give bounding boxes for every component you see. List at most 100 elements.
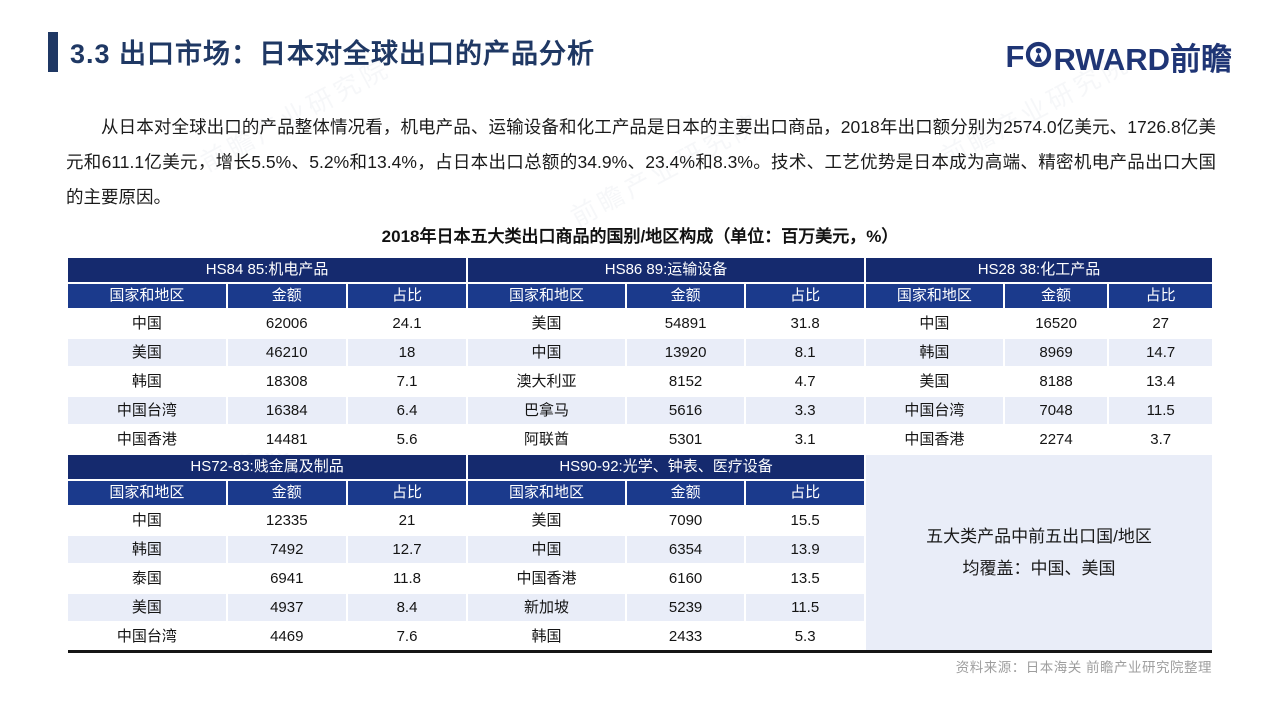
amount-cell: 46210	[227, 339, 346, 366]
share-cell: 3.3	[746, 397, 864, 424]
amount-cell: 8969	[1004, 339, 1108, 366]
amount-cell: 62006	[227, 310, 346, 337]
amount-cell: 2433	[626, 623, 745, 650]
country-cell: 美国	[468, 310, 625, 337]
share-cell: 8.1	[746, 339, 864, 366]
title-accent-bar	[48, 32, 58, 72]
table-title: 2018年日本五大类出口商品的国别/地区构成（单位：百万美元，%）	[381, 227, 899, 246]
column-header: 金额	[227, 284, 346, 308]
country-cell: 中国台湾	[865, 397, 1003, 424]
column-header: 国家和地区	[865, 284, 1003, 308]
country-cell: 中国台湾	[68, 623, 226, 650]
amount-cell: 2274	[1004, 426, 1108, 453]
amount-cell: 16384	[227, 397, 346, 424]
data-source: 资料来源：日本海关 前瞻产业研究院整理	[955, 660, 1212, 675]
share-cell: 7.6	[347, 623, 467, 650]
note-line-1: 五大类产品中前五出口国/地区	[926, 526, 1152, 546]
amount-cell: 4469	[227, 623, 346, 650]
table-section: HS72-83:贱金属及制品 国家和地区 金额 占比 中国 12335 21 韩国 7492 12…	[68, 455, 467, 650]
table-section: HS86 89:运输设备 国家和地区 金额 占比美国 54891 31.8 中国 13920 8…	[468, 258, 864, 453]
country-cell: 韩国	[68, 536, 226, 563]
amount-cell: 5239	[626, 594, 745, 621]
country-cell: 美国	[865, 368, 1003, 395]
country-cell: 韩国	[865, 339, 1003, 366]
column-header: 国家和地区	[468, 481, 625, 505]
logo-text-left: F	[1005, 38, 1025, 74]
country-cell: 中国	[468, 536, 625, 563]
share-cell: 3.7	[1109, 426, 1212, 453]
share-cell: 5.6	[347, 426, 467, 453]
share-cell: 11.8	[347, 565, 467, 592]
amount-cell: 7090	[626, 507, 745, 534]
table-band-bottom: HS72-83:贱金属及制品 国家和地区 金额 占比 中国 12335 21 韩国 7492 12…	[68, 455, 1212, 653]
country-cell: 美国	[68, 594, 226, 621]
amount-cell: 7048	[1004, 397, 1108, 424]
amount-cell: 6354	[626, 536, 745, 563]
amount-cell: 13920	[626, 339, 745, 366]
share-cell: 4.7	[746, 368, 864, 395]
amount-cell: 12335	[227, 507, 346, 534]
summary-paragraph: 从日本对全球出口的产品整体情况看，机电产品、运输设备和化工产品是日本的主要出口商…	[66, 117, 1216, 207]
amount-cell: 4937	[227, 594, 346, 621]
table-section: HS90-92:光学、钟表、医疗设备 国家和地区 金额 占比美国 7090 15.5 中国 6…	[468, 455, 864, 650]
share-cell: 21	[347, 507, 467, 534]
share-cell: 11.5	[1109, 397, 1212, 424]
share-cell: 31.8	[746, 310, 864, 337]
country-cell: 中国香港	[68, 426, 226, 453]
page-title: 3.3 出口市场：日本对全球出口的产品分析	[70, 39, 596, 69]
share-cell: 15.5	[746, 507, 864, 534]
share-cell: 14.7	[1109, 339, 1212, 366]
amount-cell: 7492	[227, 536, 346, 563]
share-cell: 12.7	[347, 536, 467, 563]
section-header: HS28 38:化工产品	[865, 258, 1212, 282]
amount-cell: 5301	[626, 426, 745, 453]
country-cell: 中国香港	[865, 426, 1003, 453]
country-cell: 中国香港	[468, 565, 625, 592]
amount-cell: 8152	[626, 368, 745, 395]
country-cell: 美国	[68, 339, 226, 366]
table-section: HS28 38:化工产品 国家和地区 金额 占比中国 16520 27 韩国 8969 14.7…	[865, 258, 1212, 453]
country-cell: 中国	[68, 507, 226, 534]
forward-logo: F RWARD前瞻	[1006, 34, 1232, 79]
column-header: 金额	[626, 284, 745, 308]
column-header: 占比	[1109, 284, 1212, 308]
share-cell: 13.4	[1109, 368, 1212, 395]
amount-cell: 18308	[227, 368, 346, 395]
column-header: 国家和地区	[68, 284, 226, 308]
share-cell: 24.1	[347, 310, 467, 337]
country-cell: 美国	[468, 507, 625, 534]
column-header: 金额	[227, 481, 346, 505]
logo-text-right: RWARD前瞻	[1053, 42, 1232, 77]
export-table: HS84 85:机电产品 国家和地区 金额 占比 中国 62006 24.1 美国 46210 1…	[68, 258, 1212, 653]
amount-cell: 16520	[1004, 310, 1108, 337]
column-header: 国家和地区	[468, 284, 625, 308]
column-header: 占比	[347, 284, 467, 308]
section-header: HS90-92:光学、钟表、医疗设备	[468, 455, 864, 479]
column-header: 占比	[746, 284, 864, 308]
share-cell: 27	[1109, 310, 1212, 337]
section-header: HS86 89:运输设备	[468, 258, 864, 282]
country-cell: 泰国	[68, 565, 226, 592]
amount-cell: 5616	[626, 397, 745, 424]
amount-cell: 14481	[227, 426, 346, 453]
table-note-cell: 五大类产品中前五出口国/地区 均覆盖：中国、美国	[865, 455, 1212, 650]
logo-lighthouse-icon	[1025, 41, 1052, 73]
column-header: 金额	[626, 481, 745, 505]
share-cell: 8.4	[347, 594, 467, 621]
country-cell: 韩国	[468, 623, 625, 650]
header: 3.3 出口市场：日本对全球出口的产品分析 F RWARD前瞻	[48, 30, 1232, 79]
country-cell: 中国	[865, 310, 1003, 337]
share-cell: 13.9	[746, 536, 864, 563]
share-cell: 6.4	[347, 397, 467, 424]
amount-cell: 8188	[1004, 368, 1108, 395]
amount-cell: 54891	[626, 310, 745, 337]
share-cell: 5.3	[746, 623, 864, 650]
country-cell: 中国	[468, 339, 625, 366]
section-header: HS84 85:机电产品	[68, 258, 467, 282]
country-cell: 韩国	[68, 368, 226, 395]
column-header: 占比	[746, 481, 864, 505]
share-cell: 3.1	[746, 426, 864, 453]
column-header: 金额	[1004, 284, 1108, 308]
table-section: HS84 85:机电产品 国家和地区 金额 占比 中国 62006 24.1 美国 46210 1…	[68, 258, 467, 453]
